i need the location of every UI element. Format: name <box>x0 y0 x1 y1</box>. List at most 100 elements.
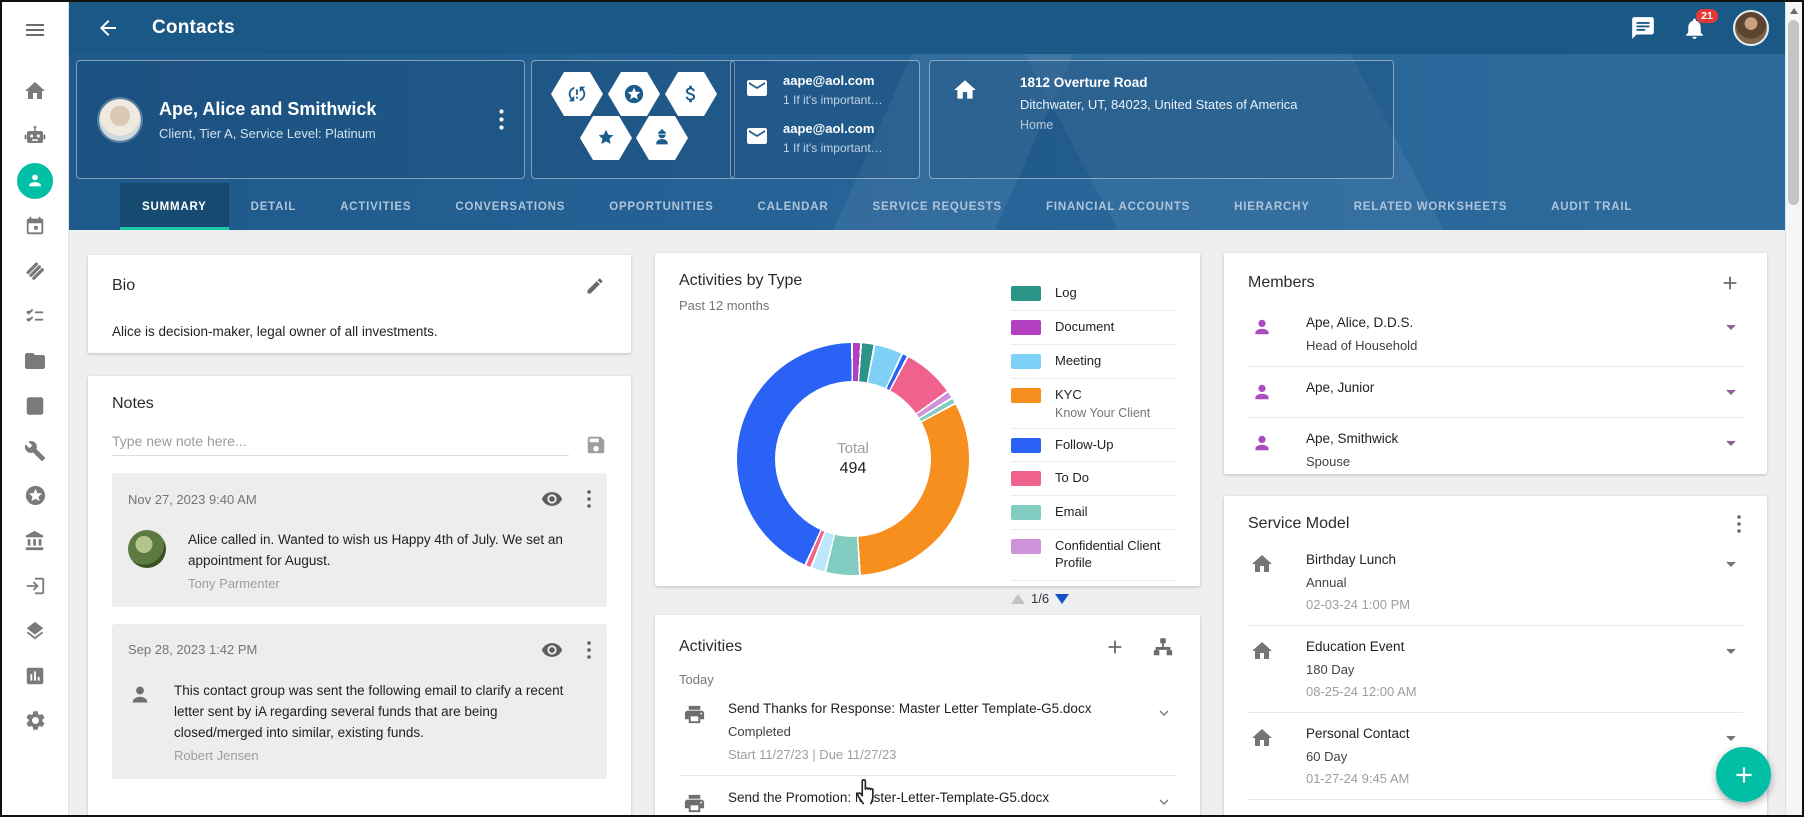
legend-page-indicator: 1/6 <box>1031 591 1050 607</box>
service-model-row[interactable]: Education Event 180 Day 08-25-24 12:00 A… <box>1248 626 1743 713</box>
note-kebab-menu-icon[interactable] <box>587 641 591 659</box>
chevron-down-icon[interactable] <box>1719 813 1743 815</box>
chevron-down-icon[interactable] <box>1719 552 1743 576</box>
eye-icon[interactable] <box>541 488 563 510</box>
member-row[interactable]: Ape, Alice, D.D.S. Head of Household <box>1248 302 1743 367</box>
service-frequency: Annual <box>1306 575 1347 590</box>
sidebar-item-sign-in[interactable] <box>15 566 55 606</box>
chevron-down-icon[interactable] <box>1719 639 1743 663</box>
tab-conversations[interactable]: CONVERSATIONS <box>455 200 566 213</box>
tab-detail[interactable]: DETAIL <box>250 200 297 213</box>
page-title: Contacts <box>152 17 235 38</box>
back-arrow-icon[interactable] <box>96 16 120 40</box>
notifications-bell-icon[interactable]: 21 <box>1682 8 1718 41</box>
stars-badge-icon[interactable] <box>608 72 660 116</box>
chat-icon[interactable] <box>1630 15 1656 41</box>
engineer-badge-icon[interactable] <box>636 116 688 160</box>
chevron-down-icon[interactable] <box>1152 701 1176 762</box>
hamburger-menu-icon[interactable] <box>23 18 47 42</box>
chevron-down-icon[interactable] <box>1719 380 1743 404</box>
sidebar-item-billing[interactable]: $ <box>15 386 55 426</box>
member-row[interactable]: Ape, Junior <box>1248 367 1743 418</box>
service-model-row[interactable]: Portfolio Review 120 Day <box>1248 800 1743 815</box>
sidebar-item-reports[interactable] <box>15 656 55 696</box>
service-frequency: 60 Day <box>1306 749 1348 764</box>
sidebar-item-institutions[interactable] <box>15 521 55 561</box>
sidebar-item-documents[interactable] <box>15 341 55 381</box>
contact-address-card[interactable]: 1812 Overture Road Ditchwater, UT, 84023… <box>929 60 1394 179</box>
money-badge-icon[interactable] <box>665 72 717 116</box>
tab-summary[interactable]: SUMMARY <box>120 183 229 230</box>
sidebar-item-calendar[interactable] <box>15 206 55 246</box>
tab-service-requests[interactable]: SERVICE REQUESTS <box>872 200 1003 213</box>
chevron-down-icon[interactable] <box>1719 431 1743 455</box>
tab-calendar[interactable]: CALENDAR <box>757 200 829 213</box>
legend-page-down-icon[interactable] <box>1055 593 1070 604</box>
service-name: Portfolio Review <box>1306 813 1404 815</box>
sidebar-item-favorites[interactable] <box>15 476 55 516</box>
service-model-row[interactable]: Birthday Lunch Annual 02-03-24 1:00 PM <box>1248 539 1743 626</box>
legend-page-up-icon[interactable] <box>1011 593 1025 604</box>
add-fab-button[interactable] <box>1716 747 1771 802</box>
scrollbar-thumb[interactable] <box>1788 20 1799 205</box>
email-row[interactable]: aape@aol.com 1 If it's important… <box>745 121 919 155</box>
email-address: aape@aol.com <box>783 121 875 136</box>
sidebar-item-tools[interactable] <box>15 431 55 471</box>
chevron-down-icon[interactable] <box>1152 790 1176 815</box>
tab-financial-accounts[interactable]: FINANCIAL ACCOUNTS <box>1046 200 1191 213</box>
new-note-input[interactable] <box>112 427 569 456</box>
sidebar-item-layers[interactable] <box>15 611 55 651</box>
contact-summary-card: Ape, Alice and Smithwick Client, Tier A,… <box>76 60 525 179</box>
tab-activities[interactable]: ACTIVITIES <box>340 200 412 213</box>
house-icon <box>1252 642 1272 659</box>
service-name: Education Event <box>1306 639 1405 654</box>
activity-item[interactable]: Send the Promotion: Master-Letter-Templa… <box>679 776 1176 815</box>
add-activity-icon[interactable] <box>1102 634 1128 660</box>
sidebar-item-bot[interactable] <box>15 116 55 156</box>
bio-text: Alice is decision-maker, legal owner of … <box>112 324 438 339</box>
note-kebab-menu-icon[interactable] <box>587 490 591 508</box>
contact-avatar[interactable] <box>99 98 141 141</box>
eye-icon[interactable] <box>541 639 563 661</box>
sync-problem-badge-icon[interactable] <box>551 72 603 116</box>
tab-related-worksheets[interactable]: RELATED WORKSHEETS <box>1353 200 1508 213</box>
person-outline-icon <box>128 683 152 763</box>
add-member-icon[interactable] <box>1717 270 1743 296</box>
service-model-row[interactable]: Personal Contact 60 Day 01-27-24 9:45 AM <box>1248 713 1743 800</box>
vertical-scrollbar[interactable] <box>1785 2 1802 815</box>
user-avatar[interactable] <box>1733 10 1769 46</box>
activity-status: Completed <box>728 813 1049 815</box>
sidebar-item-settings[interactable] <box>15 701 55 741</box>
tab-hierarchy[interactable]: HIERARCHY <box>1234 200 1310 213</box>
edit-pencil-icon[interactable] <box>583 274 607 298</box>
tab-audit-trail[interactable]: AUDIT TRAIL <box>1551 200 1633 213</box>
sidebar-item-contacts[interactable] <box>15 161 55 201</box>
chevron-down-icon[interactable] <box>1719 726 1743 750</box>
contact-kebab-menu-icon[interactable] <box>493 103 510 136</box>
member-row[interactable]: Ape, Smithwick Spouse <box>1248 418 1743 482</box>
notification-badge: 21 <box>1696 8 1718 23</box>
chart-subtitle: Past 12 months <box>679 298 770 313</box>
legend-item: KYC Know Your Client <box>1011 379 1177 429</box>
hierarchy-view-icon[interactable] <box>1150 634 1176 660</box>
save-note-icon[interactable] <box>585 434 607 456</box>
member-name: Ape, Smithwick <box>1306 431 1399 446</box>
member-name: Ape, Junior <box>1306 380 1375 395</box>
star-badge-icon[interactable] <box>580 116 632 160</box>
service-model-kebab-menu-icon[interactable] <box>1735 513 1743 535</box>
scrollbar-up-icon[interactable] <box>1786 2 1802 19</box>
notes-card: Notes Nov 27, 2023 9:40 AM <box>88 376 631 815</box>
chevron-down-icon[interactable] <box>1719 315 1743 339</box>
activities-card: Activities Today Send Thanks for Respons… <box>655 615 1200 815</box>
sidebar-item-handshake[interactable] <box>15 251 55 291</box>
notes-title: Notes <box>112 395 154 412</box>
email-row[interactable]: aape@aol.com 1 If it's important… <box>745 73 919 107</box>
legend-swatch <box>1011 539 1041 555</box>
sidebar-item-tasks[interactable] <box>15 296 55 336</box>
legend-swatch <box>1011 471 1041 487</box>
sidebar-item-home[interactable] <box>15 71 55 111</box>
tab-opportunities[interactable]: OPPORTUNITIES <box>609 200 714 213</box>
activity-item[interactable]: Send Thanks for Response: Master Letter … <box>679 687 1176 776</box>
service-model-card: Service Model Birthday Lunch Annual 02-0… <box>1224 496 1767 815</box>
activity-dates: Start 11/27/23 | Due 11/27/23 <box>728 747 897 762</box>
